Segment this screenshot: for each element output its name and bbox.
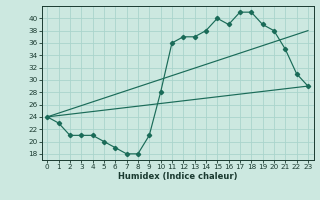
X-axis label: Humidex (Indice chaleur): Humidex (Indice chaleur): [118, 172, 237, 181]
